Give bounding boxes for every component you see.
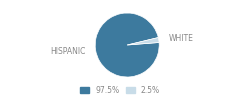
Wedge shape [95,13,159,77]
Legend: 97.5%, 2.5%: 97.5%, 2.5% [78,84,162,96]
Text: WHITE: WHITE [168,34,193,43]
Text: HISPANIC: HISPANIC [51,47,86,56]
Wedge shape [127,38,159,45]
